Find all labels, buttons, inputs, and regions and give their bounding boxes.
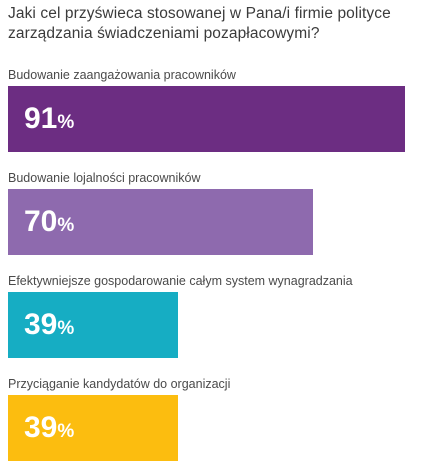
- category-label: Budowanie lojalności pracowników: [8, 171, 201, 185]
- percent-sign: %: [57, 318, 75, 339]
- bar-value-number: 39: [24, 308, 58, 341]
- bar-value-label: 39%: [24, 306, 74, 348]
- percent-sign: %: [57, 421, 75, 442]
- bar: 39%: [8, 395, 178, 461]
- percent-sign: %: [57, 215, 75, 236]
- category-label: Efektywniejsze gospodarowanie całym syst…: [8, 274, 353, 288]
- bar-value-number: 39: [24, 411, 58, 444]
- category-label: Przyciąganie kandydatów do organizacji: [8, 377, 231, 391]
- chart-title: Jaki cel przyświeca stosowanej w Pana/i …: [8, 5, 391, 42]
- bar-value-label: 91%: [24, 100, 74, 142]
- bar: 70%: [8, 189, 313, 255]
- bar: 91%: [8, 86, 405, 152]
- bar-value-label: 70%: [24, 203, 74, 245]
- category-label: Budowanie zaangażowania pracowników: [8, 68, 236, 82]
- bar-value-label: 39%: [24, 409, 74, 451]
- percent-sign: %: [57, 112, 75, 133]
- bar-value-number: 91: [24, 102, 58, 135]
- bar: 39%: [8, 292, 178, 358]
- bar-value-number: 70: [24, 205, 58, 238]
